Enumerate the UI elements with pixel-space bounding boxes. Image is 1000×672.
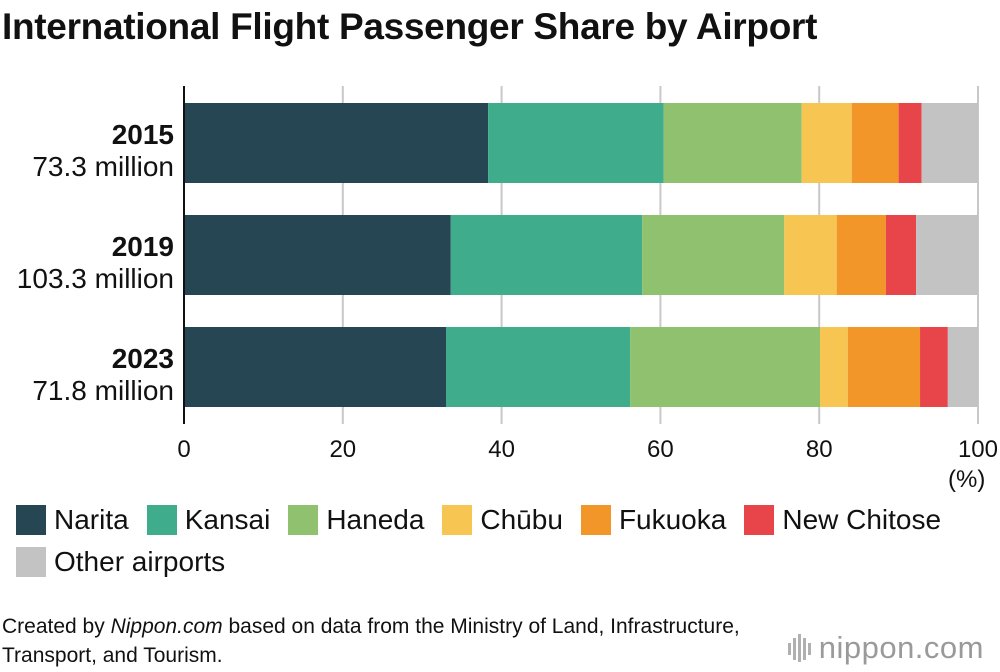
bar-2023-fukuoka: [847, 327, 921, 407]
bar-2015-narita: [184, 103, 489, 183]
legend-label-new-chitose: New Chitose: [782, 504, 942, 535]
x-tick-label-20: 20: [329, 436, 356, 463]
legend-swatch-other-airports: [16, 547, 46, 577]
source-note: Created by Nippon.com based on data from…: [2, 612, 762, 670]
brand-logo: nippon.com: [787, 630, 984, 666]
x-tick-label-0: 0: [177, 436, 190, 463]
nippon-logo-icon: [787, 634, 811, 662]
bar-2023-kansai: [446, 327, 631, 407]
legend-swatch-fukuoka: [580, 505, 611, 535]
bar-2015-ch-bu: [801, 103, 852, 183]
legend: Narita Kansai Haneda Chūbu Fukuoka New Chitos…: [16, 504, 1000, 578]
brand-name: nippon.com: [818, 630, 984, 665]
category-label-2023: 2023 71.8 million: [32, 343, 174, 407]
bar-2015-other-airports: [921, 103, 978, 183]
bar-2019-new-chitose: [885, 215, 917, 295]
legend-item-haneda: Haneda: [288, 504, 424, 536]
x-tick-label-100: 100: [958, 436, 998, 463]
legend-item-narita: Narita: [16, 504, 129, 536]
bar-2019-ch-bu: [784, 215, 837, 295]
x-tick-label-60: 60: [647, 436, 674, 463]
bar-2023-ch-bu: [819, 327, 848, 407]
category-total: 103.3 million: [16, 263, 174, 294]
category-year: 2015: [111, 119, 174, 150]
bar-2015-fukuoka: [851, 103, 899, 183]
x-tick-label-80: 80: [806, 436, 833, 463]
source-suffix: based on data from the Ministry of Land,…: [2, 615, 740, 667]
bar-2023-narita: [184, 327, 447, 407]
legend-label-narita: Narita: [54, 504, 129, 535]
bar-2015-kansai: [488, 103, 664, 183]
legend-label-haneda: Haneda: [326, 504, 425, 535]
bar-2015-new-chitose: [898, 103, 922, 183]
category-year: 2019: [111, 231, 174, 262]
bar-2019-kansai: [450, 215, 643, 295]
x-axis-unit: (%): [948, 466, 986, 493]
category-total: 71.8 million: [32, 375, 174, 406]
legend-item-fukuoka: Fukuoka: [580, 504, 727, 536]
tick-labels: 0 20 40 60 80 100: [177, 436, 998, 463]
bar-2019-haneda: [642, 215, 785, 295]
bars: [184, 103, 978, 407]
chart-title: International Flight Passenger Share by …: [2, 6, 818, 47]
bar-2023-new-chitose: [920, 327, 948, 407]
bar-2023-other-airports: [947, 327, 978, 407]
bar-2023-haneda: [630, 327, 820, 407]
category-label-2015: 2015 73.3 million: [32, 119, 174, 183]
legend-item-new-chitose: New Chitose: [744, 504, 941, 536]
legend-item-other-airports: Other airports: [16, 546, 225, 578]
legend-swatch-haneda: [288, 505, 319, 535]
bar-2019-fukuoka: [836, 215, 886, 295]
legend-label-ch-bu: Chūbu: [480, 504, 563, 535]
legend-item-kansai: Kansai: [146, 504, 271, 536]
legend-label-other-airports: Other airports: [54, 546, 226, 577]
category-total: 73.3 million: [32, 151, 174, 182]
legend-label-fukuoka: Fukuoka: [618, 504, 727, 535]
source-name: Nippon.com: [110, 615, 223, 638]
legend-swatch-narita: [16, 505, 46, 535]
legend-swatch-new-chitose: [744, 505, 775, 535]
legend-swatch-kansai: [146, 505, 177, 535]
bar-2019-other-airports: [916, 215, 978, 295]
bar-2019-narita: [184, 215, 451, 295]
legend-swatch-ch-bu: [442, 505, 473, 535]
category-label-2019: 2019 103.3 million: [17, 231, 174, 295]
legend-label-kansai: Kansai: [184, 504, 271, 535]
legend-item-ch-bu: Chūbu: [442, 504, 563, 536]
x-tick-label-40: 40: [488, 436, 515, 463]
bar-2015-haneda: [663, 103, 802, 183]
source-prefix: Created by: [2, 615, 111, 638]
category-year: 2023: [111, 343, 174, 374]
